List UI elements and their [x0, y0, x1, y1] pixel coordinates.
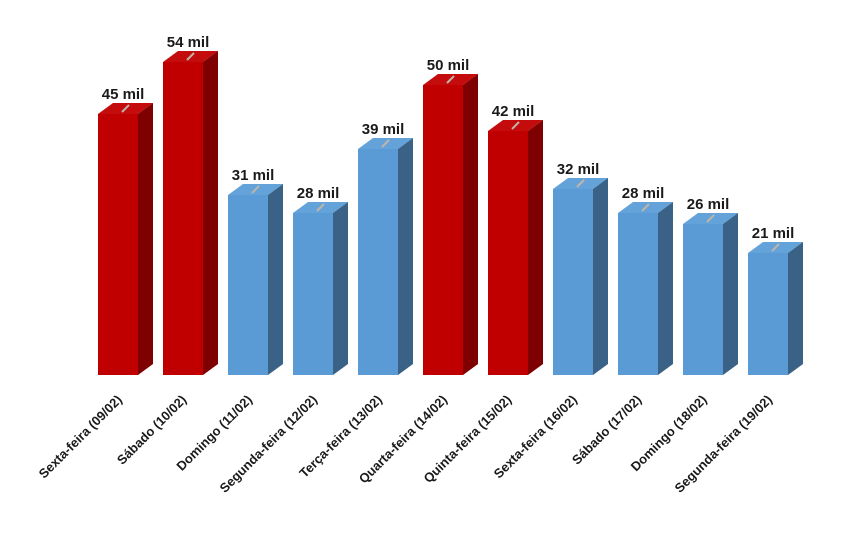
bar-side-face	[398, 138, 413, 375]
bar-7-column	[488, 120, 543, 375]
bar-3d-shape	[163, 51, 218, 375]
bar-front-face	[748, 253, 788, 375]
bar-value-label: 54 mil	[166, 34, 210, 51]
bar-front-face	[488, 131, 528, 375]
bar-front-face	[358, 149, 398, 375]
bar-top-tick-mark	[771, 243, 780, 252]
bar-top-tick-mark	[381, 139, 390, 148]
bar-6-column	[423, 74, 478, 375]
bar-side-face	[528, 120, 543, 375]
bar-front-face	[163, 62, 203, 375]
bar-3d-shape	[553, 178, 608, 375]
bar-3d-shape	[488, 120, 543, 375]
bar-value-label: 28 mil	[296, 185, 340, 202]
bar-top-tick-mark	[511, 121, 520, 130]
bar-3d-shape	[228, 184, 283, 375]
bar-value-label: 42 mil	[491, 103, 535, 120]
bar-value-label: 26 mil	[686, 196, 730, 213]
bar-3d-shape	[618, 202, 673, 375]
bar-9-column	[618, 202, 673, 375]
bar-3d-shape	[423, 74, 478, 375]
bar-value-label: 31 mil	[231, 167, 275, 184]
bar-value-label: 21 mil	[751, 225, 795, 242]
bar-5-column	[358, 138, 413, 375]
bar-front-face	[423, 85, 463, 375]
bar-side-face	[658, 202, 673, 375]
bar-side-face	[138, 103, 153, 375]
bar-value-label: 39 mil	[361, 121, 405, 138]
bar-8-column	[553, 178, 608, 375]
bar-side-face	[593, 178, 608, 375]
bar-side-face	[723, 213, 738, 375]
bar-3-column	[228, 184, 283, 375]
bar-side-face	[788, 242, 803, 375]
bar-front-face	[293, 213, 333, 375]
bar-top-tick-mark	[251, 185, 260, 194]
bar-top-tick-mark	[121, 104, 130, 113]
bar-3d-shape	[683, 213, 738, 375]
bar-top-tick-mark	[641, 203, 650, 212]
bar-side-face	[203, 51, 218, 375]
bar-11-column	[748, 242, 803, 375]
bar-front-face	[98, 114, 138, 375]
bar-front-face	[228, 195, 268, 375]
bar-top-tick-mark	[186, 52, 195, 61]
bar-front-face	[683, 224, 723, 375]
bar-side-face	[268, 184, 283, 375]
bar-2-column	[163, 51, 218, 375]
bar-value-label: 32 mil	[556, 161, 600, 178]
bar-value-label: 50 mil	[426, 57, 470, 74]
bar-10-column	[683, 213, 738, 375]
bar-top-tick-mark	[446, 75, 455, 84]
bar-front-face	[553, 189, 593, 375]
bar-side-face	[463, 74, 478, 375]
bar-3d-shape	[98, 103, 153, 375]
bar-3d-shape	[748, 242, 803, 375]
bar-value-label: 45 mil	[101, 86, 145, 103]
bar-front-face	[618, 213, 658, 375]
bar-3d-shape	[358, 138, 413, 375]
bar-3d-shape	[293, 202, 348, 375]
bar-4-column	[293, 202, 348, 375]
bar-top-tick-mark	[576, 179, 585, 188]
bar-side-face	[333, 202, 348, 375]
bar-1-column	[98, 103, 153, 375]
x-axis-label: Sexta-feira (09/02)	[35, 392, 125, 482]
bar-top-tick-mark	[706, 214, 715, 223]
bar-value-label: 28 mil	[621, 185, 665, 202]
bar-top-tick-mark	[316, 203, 325, 212]
